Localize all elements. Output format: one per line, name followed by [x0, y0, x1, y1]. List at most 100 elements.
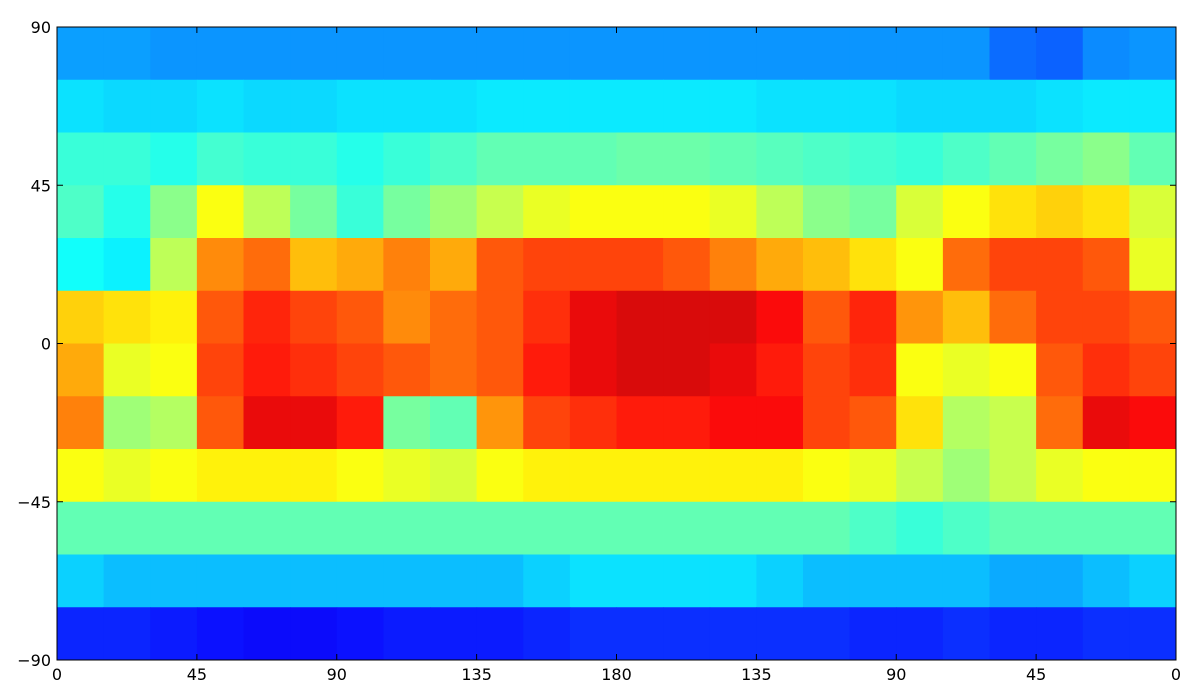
- heat-cell: [1036, 554, 1084, 608]
- heat-cell: [196, 607, 244, 661]
- heat-cell: [57, 607, 105, 661]
- heat-cell: [336, 396, 384, 450]
- heat-cell: [896, 79, 944, 133]
- heat-cell: [1082, 607, 1130, 661]
- heat-cell: [803, 132, 851, 186]
- heat-cell: [1036, 27, 1084, 81]
- heat-cell: [1036, 343, 1084, 397]
- heat-cell: [383, 238, 431, 292]
- y-tick-label: 0: [41, 335, 51, 354]
- heat-cell: [290, 607, 338, 661]
- heat-cell: [243, 132, 291, 186]
- heat-cell: [756, 396, 804, 450]
- heat-cell: [1036, 449, 1084, 503]
- heat-cell: [1036, 501, 1084, 555]
- heat-cell: [243, 79, 291, 133]
- heat-cell: [942, 449, 990, 503]
- heat-cell: [663, 27, 711, 81]
- heat-cell: [849, 396, 897, 450]
- heat-cell: [1036, 607, 1084, 661]
- heat-cell: [709, 238, 757, 292]
- heat-cell: [709, 396, 757, 450]
- heat-cell: [336, 554, 384, 608]
- heat-cell: [243, 607, 291, 661]
- heat-cell: [150, 79, 198, 133]
- heat-cell: [1129, 449, 1177, 503]
- heat-cell: [1082, 396, 1130, 450]
- heat-cell: [476, 132, 524, 186]
- heat-cell: [803, 238, 851, 292]
- heat-cell: [616, 238, 664, 292]
- heat-cell: [569, 501, 617, 555]
- heat-cell: [430, 132, 478, 186]
- heat-cell: [290, 554, 338, 608]
- heat-cell: [663, 185, 711, 239]
- heat-cell: [103, 185, 151, 239]
- heat-cell: [150, 290, 198, 344]
- heat-cell: [1129, 396, 1177, 450]
- heat-cell: [1036, 238, 1084, 292]
- heat-cell: [430, 343, 478, 397]
- heat-cell: [243, 449, 291, 503]
- heat-cell: [616, 396, 664, 450]
- heat-cell: [616, 132, 664, 186]
- heat-cell: [989, 343, 1037, 397]
- heat-cell: [476, 607, 524, 661]
- heat-cell: [1129, 79, 1177, 133]
- heat-cell: [290, 79, 338, 133]
- heat-cell: [989, 449, 1037, 503]
- heat-cell: [1082, 185, 1130, 239]
- y-tick-label: −90: [17, 651, 51, 670]
- heat-cell: [989, 27, 1037, 81]
- heat-cell: [569, 449, 617, 503]
- heat-cell: [336, 27, 384, 81]
- heat-cell: [103, 501, 151, 555]
- heat-cell: [569, 554, 617, 608]
- x-tick-label: 135: [741, 665, 772, 684]
- heat-cell: [1129, 27, 1177, 81]
- heat-cell: [616, 607, 664, 661]
- heat-cell: [383, 343, 431, 397]
- heat-cell: [476, 449, 524, 503]
- heat-cell: [616, 449, 664, 503]
- heat-cell: [663, 290, 711, 344]
- heat-cell: [709, 343, 757, 397]
- heat-cell: [663, 449, 711, 503]
- heat-cell: [336, 343, 384, 397]
- heat-cell: [150, 238, 198, 292]
- heat-cell: [1129, 607, 1177, 661]
- heat-cell: [383, 132, 431, 186]
- heat-cell: [709, 607, 757, 661]
- heat-cell: [896, 132, 944, 186]
- x-tick-label: 90: [886, 665, 906, 684]
- heat-cell: [150, 27, 198, 81]
- heat-cell: [196, 185, 244, 239]
- heat-cell: [756, 290, 804, 344]
- heat-cell: [569, 27, 617, 81]
- heat-cell: [803, 449, 851, 503]
- heat-cell: [290, 501, 338, 555]
- heat-cell: [103, 554, 151, 608]
- heat-cell: [989, 290, 1037, 344]
- heat-cell: [849, 27, 897, 81]
- heat-cell: [196, 554, 244, 608]
- x-tick-label: 45: [187, 665, 207, 684]
- heat-cell: [523, 238, 571, 292]
- heat-cell: [942, 185, 990, 239]
- heat-cell: [196, 501, 244, 555]
- heat-cell: [57, 501, 105, 555]
- heat-cell: [709, 501, 757, 555]
- heat-cell: [1082, 501, 1130, 555]
- heat-cell: [336, 132, 384, 186]
- heat-cell: [383, 290, 431, 344]
- heat-cell: [523, 501, 571, 555]
- heat-cell: [476, 501, 524, 555]
- heat-cell: [290, 238, 338, 292]
- heat-cell: [150, 449, 198, 503]
- heat-cell: [476, 290, 524, 344]
- heat-cell: [803, 343, 851, 397]
- heat-cell: [896, 27, 944, 81]
- heat-cell: [663, 501, 711, 555]
- heat-cell: [290, 132, 338, 186]
- heat-cell: [243, 554, 291, 608]
